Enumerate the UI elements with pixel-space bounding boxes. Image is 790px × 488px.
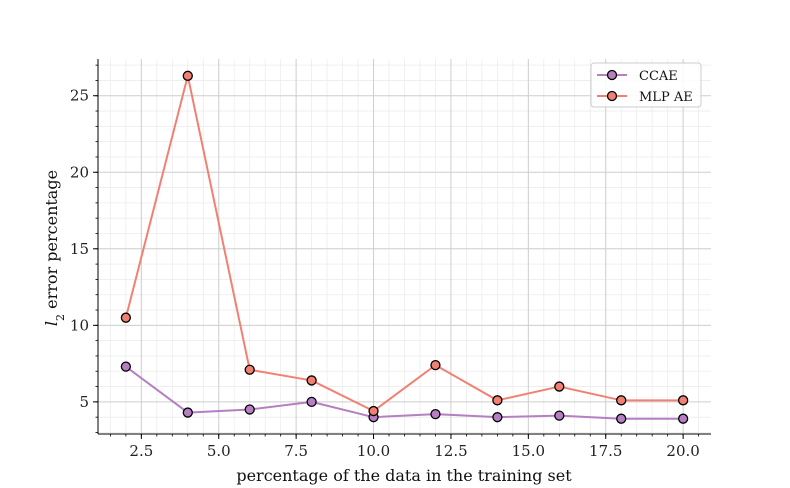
data-point-mlp-ae bbox=[554, 381, 565, 392]
axes: 2.5 5.0 7.5 10.0 12.5 15.0 17.5 20.0 5 10 15 20 25 bbox=[70, 59, 711, 460]
data-point-ccae bbox=[492, 412, 503, 423]
x-tick-label: 10.0 bbox=[357, 442, 390, 460]
data-point-ccae bbox=[616, 413, 627, 424]
data-point-mlp-ae bbox=[120, 312, 132, 323]
x-tick-label: 15.0 bbox=[512, 442, 545, 460]
data-point-ccae bbox=[306, 396, 317, 408]
series-layer bbox=[120, 70, 689, 424]
data-point-mlp-ae bbox=[430, 359, 441, 371]
x-tick-label: 7.5 bbox=[284, 442, 308, 460]
data-point-ccae bbox=[182, 407, 193, 418]
data-point-ccae bbox=[244, 404, 255, 415]
x-tick-label: 5.0 bbox=[207, 442, 231, 460]
legend-marker-ccae bbox=[606, 69, 618, 81]
series-line-mlp-ae bbox=[124, 74, 684, 413]
data-point-mlp-ae bbox=[306, 375, 317, 386]
y-tick-label: 10 bbox=[70, 316, 89, 334]
data-point-mlp-ae bbox=[368, 405, 379, 417]
grid bbox=[98, 59, 711, 434]
x-tick-label: 17.5 bbox=[589, 442, 622, 460]
legend-label-mlp-ae: MLP AE bbox=[639, 90, 693, 105]
series-line-ccae bbox=[125, 365, 684, 420]
y-tick-label: 5 bbox=[79, 393, 89, 411]
x-axis-label: percentage of the data in the training s… bbox=[236, 466, 572, 485]
x-tick-label: 2.5 bbox=[129, 442, 153, 460]
data-point-mlp-ae bbox=[492, 395, 503, 406]
data-point-ccae bbox=[120, 361, 132, 372]
data-point-ccae bbox=[554, 410, 565, 421]
y-tick-label: 25 bbox=[70, 87, 89, 105]
data-point-ccae bbox=[430, 408, 441, 420]
legend-marker-mlp-ae bbox=[606, 90, 618, 102]
legend: CCAE MLP AE bbox=[590, 62, 702, 108]
data-point-mlp-ae bbox=[182, 70, 193, 81]
y-tick-label: 15 bbox=[70, 240, 89, 258]
x-tick-label: 20.0 bbox=[666, 442, 699, 460]
data-point-ccae bbox=[677, 413, 689, 424]
data-point-mlp-ae bbox=[616, 395, 627, 406]
legend-label-ccae: CCAE bbox=[639, 69, 678, 84]
y-axis-label: l2 error percentage bbox=[42, 170, 67, 326]
data-point-mlp-ae bbox=[244, 364, 255, 375]
data-point-mlp-ae bbox=[677, 395, 689, 406]
y-axis-label-rest: error percentage bbox=[42, 170, 61, 314]
y-axis-label-main: l bbox=[42, 321, 61, 326]
y-axis-label-subscript: 2 bbox=[54, 314, 67, 321]
x-tick-label: 12.5 bbox=[434, 442, 467, 460]
y-tick-label: 20 bbox=[70, 163, 89, 181]
